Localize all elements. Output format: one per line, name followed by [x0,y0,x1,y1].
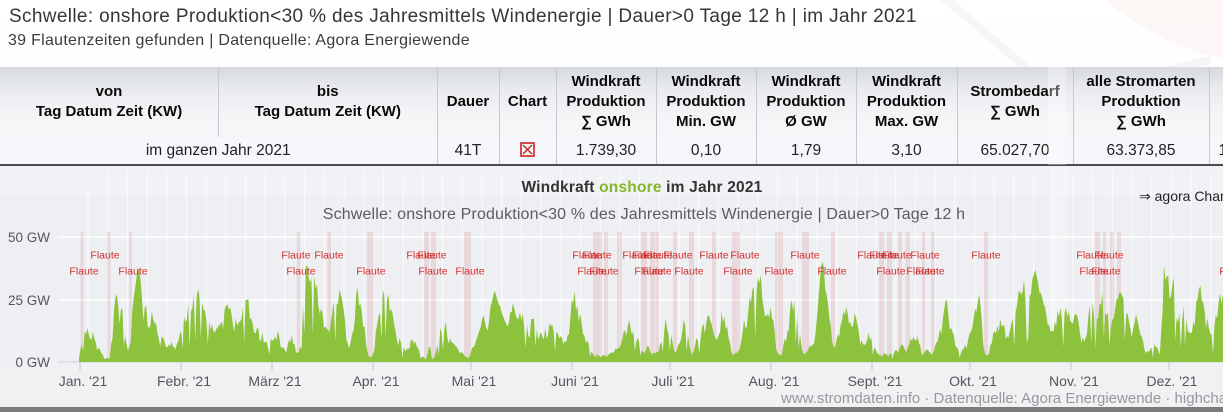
svg-text:Flaute: Flaute [1219,266,1223,278]
svg-text:Flaute: Flaute [1076,250,1105,262]
svg-text:Flaute: Flaute [971,250,1000,262]
svg-text:Flaute: Flaute [1094,250,1123,262]
svg-text:Dez. '21: Dez. '21 [1147,373,1198,389]
svg-text:Flaute: Flaute [764,266,793,278]
svg-text:Flaute: Flaute [622,250,651,262]
svg-text:Nov. '21: Nov. '21 [1049,373,1099,389]
svg-text:Flaute: Flaute [674,266,703,278]
svg-text:Flaute: Flaute [589,266,618,278]
svg-text:Flaute: Flaute [1091,266,1120,278]
svg-text:Juli '21: Juli '21 [651,373,694,389]
svg-text:Flaute: Flaute [857,250,886,262]
svg-text:Flaute: Flaute [582,250,611,262]
svg-text:25 GW: 25 GW [8,293,50,308]
svg-text:Flaute: Flaute [69,266,98,278]
svg-text:Flaute: Flaute [723,266,752,278]
svg-text:Flaute: Flaute [577,266,606,278]
svg-text:0 GW: 0 GW [15,355,50,370]
svg-text:Flaute: Flaute [730,250,759,262]
svg-text:Flaute: Flaute [418,266,447,278]
svg-text:Flaute: Flaute [281,250,310,262]
svg-text:Flaute: Flaute [632,250,661,262]
svg-text:Flaute: Flaute [642,266,671,278]
svg-text:Flaute: Flaute [572,250,601,262]
svg-text:Flaute: Flaute [634,266,663,278]
svg-text:Flaute: Flaute [356,266,385,278]
svg-text:Febr. '21: Febr. '21 [157,373,211,389]
svg-text:Flaute: Flaute [314,250,343,262]
svg-text:Flaute: Flaute [663,250,692,262]
svg-text:Flaute: Flaute [882,250,911,262]
svg-text:Flaute: Flaute [699,250,728,262]
svg-text:Juni '21: Juni '21 [551,373,599,389]
svg-text:Jan. '21: Jan. '21 [59,373,108,389]
svg-text:Flaute: Flaute [906,266,935,278]
svg-text:Flaute: Flaute [455,266,484,278]
svg-text:Flaute: Flaute [417,250,446,262]
svg-text:Flaute: Flaute [118,266,147,278]
svg-text:Flaute: Flaute [876,266,905,278]
svg-text:Flaute: Flaute [406,250,435,262]
svg-text:Flaute: Flaute [643,250,672,262]
svg-text:März '21: März '21 [248,373,301,389]
svg-text:Flaute: Flaute [1079,266,1108,278]
svg-text:Flaute: Flaute [915,266,944,278]
svg-text:Aug. '21: Aug. '21 [749,373,800,389]
svg-text:Okt. '21: Okt. '21 [949,373,997,389]
svg-text:Flaute: Flaute [790,250,819,262]
svg-text:Flaute: Flaute [869,250,898,262]
svg-text:Flaute: Flaute [90,250,119,262]
svg-text:Apr. '21: Apr. '21 [352,373,399,389]
svg-text:Sept. '21: Sept. '21 [848,373,903,389]
svg-text:Flaute: Flaute [910,250,939,262]
svg-text:Flaute: Flaute [286,266,315,278]
svg-text:50 GW: 50 GW [8,230,50,245]
svg-text:Flaute: Flaute [817,266,846,278]
svg-text:Mai '21: Mai '21 [452,373,497,389]
